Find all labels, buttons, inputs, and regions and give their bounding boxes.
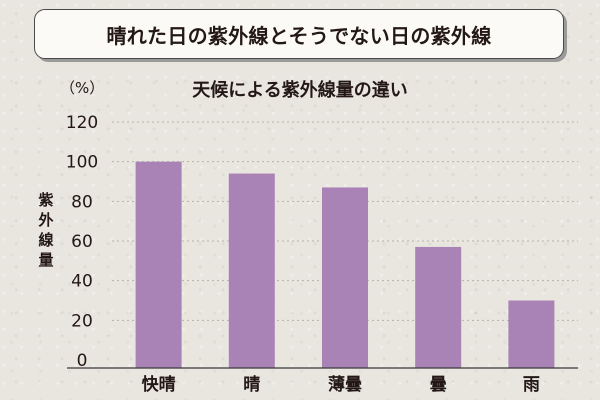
x-tick-label: 雨: [523, 375, 540, 395]
y-tick-label: 0: [77, 351, 88, 371]
y-axis-unit: （%）: [60, 79, 104, 97]
bar-2: [322, 187, 368, 368]
y-tick-label: 60: [71, 232, 93, 252]
y-tick-label: 80: [71, 192, 93, 212]
bar-4: [508, 300, 555, 368]
x-tick-label: 晴: [243, 375, 260, 395]
x-tick-label: 曇: [430, 375, 447, 395]
bars: [135, 161, 555, 368]
bar-1: [228, 173, 275, 368]
x-axis-labels: 快晴 晴 薄曇 曇 雨: [142, 374, 540, 395]
title-banner: 晴れた日の紫外線とそうでない日の紫外線: [34, 9, 564, 59]
bar-3: [415, 246, 462, 368]
y-tick-label: 20: [71, 311, 93, 331]
y-axis-ticks: 0 20 40 60 80 100 120: [66, 113, 98, 371]
y-tick-label: 40: [71, 272, 93, 292]
y-tick-label: 100: [66, 153, 98, 173]
page-title: 晴れた日の紫外線とそうでない日の紫外線: [106, 23, 492, 48]
chart-title: 天候による紫外線量の違い: [192, 79, 407, 101]
bar-0: [135, 161, 182, 368]
x-tick-label: 快晴: [142, 374, 176, 395]
y-axis-label: 紫外線量: [37, 191, 53, 269]
y-tick-label: 120: [66, 113, 98, 133]
x-tick-label: 薄曇: [328, 374, 362, 395]
